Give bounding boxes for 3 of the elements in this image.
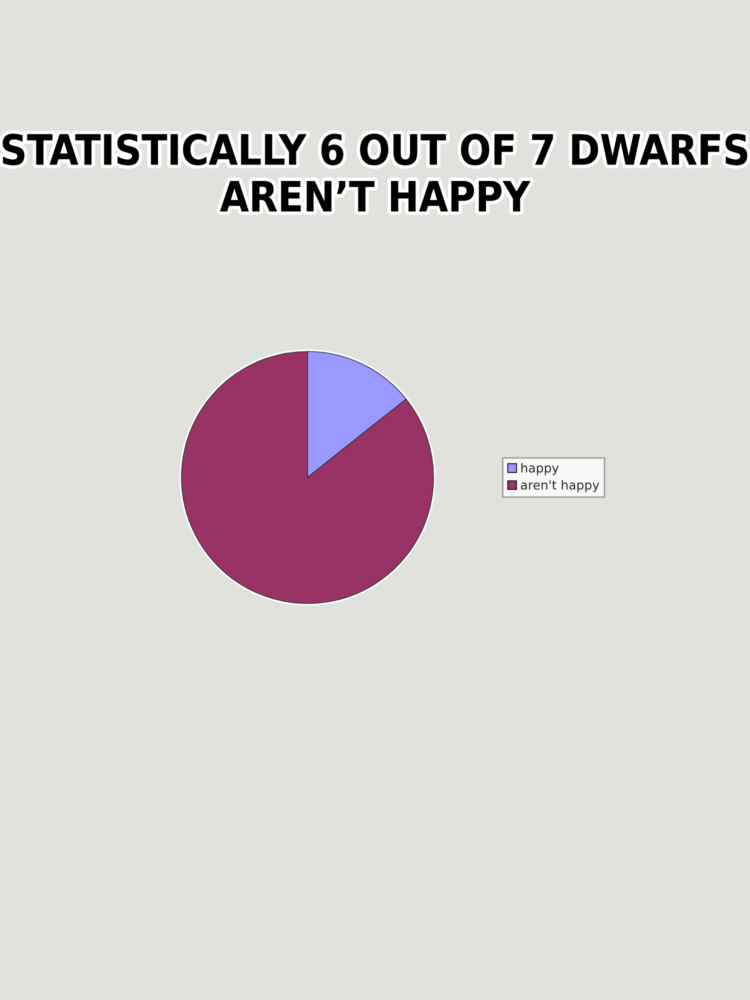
chart-title: STATISTICALLY 6 OUT OF 7 DWARFS AREN’T HAPPY [2, 134, 748, 212]
legend-label: happy [521, 462, 559, 475]
legend-label: aren't happy [521, 480, 600, 492]
